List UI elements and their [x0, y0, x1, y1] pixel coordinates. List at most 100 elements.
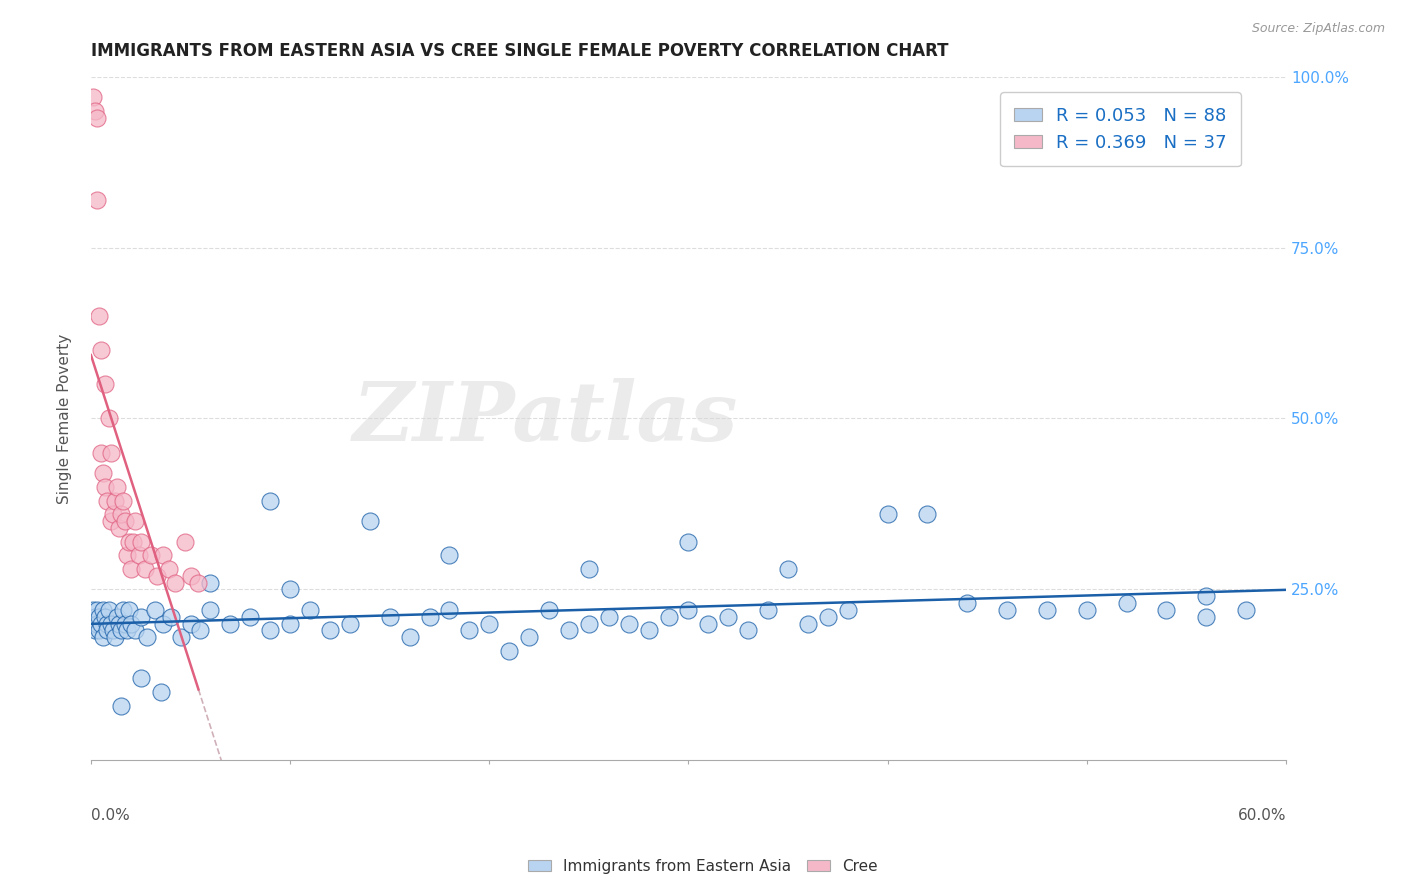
Point — [97, 603, 120, 617]
Point — [96, 616, 118, 631]
Point — [114, 616, 136, 631]
Point — [110, 507, 132, 521]
Point — [94, 480, 117, 494]
Point — [1076, 603, 1098, 617]
Point — [398, 630, 420, 644]
Point — [917, 507, 939, 521]
Point — [86, 616, 108, 631]
Point — [173, 534, 195, 549]
Point — [104, 630, 127, 644]
Point — [114, 514, 136, 528]
Point — [145, 568, 167, 582]
Text: IMMIGRANTS FROM EASTERN ASIA VS CREE SINGLE FEMALE POVERTY CORRELATION CHART: IMMIGRANTS FROM EASTERN ASIA VS CREE SIN… — [91, 42, 949, 60]
Point — [96, 493, 118, 508]
Point — [118, 603, 141, 617]
Point — [90, 445, 112, 459]
Point — [578, 562, 600, 576]
Point — [91, 466, 114, 480]
Point — [697, 616, 720, 631]
Point — [97, 411, 120, 425]
Point — [87, 609, 110, 624]
Point — [163, 575, 186, 590]
Point — [90, 616, 112, 631]
Point — [180, 568, 202, 582]
Y-axis label: Single Female Poverty: Single Female Poverty — [58, 334, 72, 504]
Point — [111, 493, 134, 508]
Point — [439, 548, 461, 562]
Point — [298, 603, 321, 617]
Point — [776, 562, 799, 576]
Point — [678, 534, 700, 549]
Point — [105, 609, 128, 624]
Point — [110, 698, 132, 713]
Point — [478, 616, 501, 631]
Point — [94, 609, 117, 624]
Point — [359, 514, 381, 528]
Point — [737, 624, 759, 638]
Point — [100, 616, 122, 631]
Point — [1115, 596, 1137, 610]
Point — [86, 193, 108, 207]
Point — [558, 624, 581, 638]
Point — [817, 609, 839, 624]
Point — [91, 630, 114, 644]
Point — [100, 514, 122, 528]
Point — [105, 480, 128, 494]
Point — [82, 616, 104, 631]
Point — [657, 609, 679, 624]
Point — [110, 624, 132, 638]
Point — [956, 596, 979, 610]
Point — [180, 616, 202, 631]
Point — [96, 624, 118, 638]
Point — [84, 609, 107, 624]
Point — [717, 609, 740, 624]
Text: Source: ZipAtlas.com: Source: ZipAtlas.com — [1251, 22, 1385, 36]
Point — [598, 609, 620, 624]
Point — [101, 507, 124, 521]
Point — [87, 624, 110, 638]
Point — [120, 616, 142, 631]
Point — [190, 624, 212, 638]
Point — [90, 343, 112, 358]
Point — [418, 609, 440, 624]
Point — [876, 507, 898, 521]
Point — [278, 616, 301, 631]
Point — [259, 624, 281, 638]
Point — [157, 562, 180, 576]
Point — [169, 630, 191, 644]
Point — [84, 624, 107, 638]
Point — [101, 624, 124, 638]
Point — [124, 624, 146, 638]
Point — [129, 671, 152, 685]
Point — [104, 493, 127, 508]
Point — [617, 616, 640, 631]
Point — [319, 624, 342, 638]
Point — [108, 616, 131, 631]
Point — [84, 103, 107, 118]
Point — [121, 534, 143, 549]
Point — [139, 548, 162, 562]
Point — [115, 548, 138, 562]
Point — [1195, 609, 1218, 624]
Point — [82, 90, 104, 104]
Point — [143, 603, 166, 617]
Point — [578, 616, 600, 631]
Point — [378, 609, 401, 624]
Point — [152, 548, 174, 562]
Point — [637, 624, 659, 638]
Point — [678, 603, 700, 617]
Point — [278, 582, 301, 597]
Point — [118, 534, 141, 549]
Point — [200, 575, 222, 590]
Point — [239, 609, 262, 624]
Point — [517, 630, 540, 644]
Point — [837, 603, 859, 617]
Point — [339, 616, 361, 631]
Legend: R = 0.053   N = 88, R = 0.369   N = 37: R = 0.053 N = 88, R = 0.369 N = 37 — [1000, 93, 1241, 167]
Point — [498, 644, 520, 658]
Point — [91, 603, 114, 617]
Point — [1156, 603, 1178, 617]
Point — [200, 603, 222, 617]
Point — [995, 603, 1018, 617]
Point — [129, 534, 152, 549]
